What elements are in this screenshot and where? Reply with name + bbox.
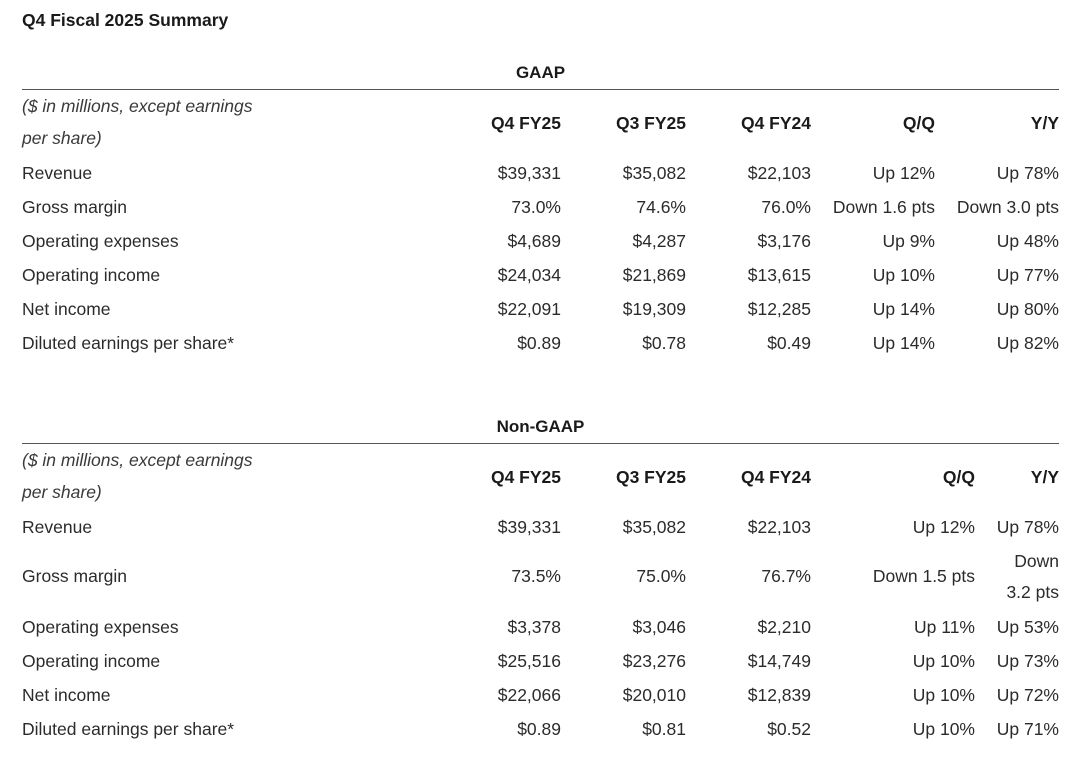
- col-header-qq: Q/Q: [942, 467, 975, 487]
- table-row: Operating income $25,516 $23,276 $14,749…: [22, 651, 1059, 671]
- table-row: Net income $22,091 $19,309 $12,285 Up 14…: [22, 299, 1059, 319]
- table-row: Revenue $39,331 $35,082 $22,103 Up 12% U…: [22, 163, 1059, 183]
- page-title: Q4 Fiscal 2025 Summary: [22, 10, 229, 30]
- table-row: Net income $22,066 $20,010 $12,839 Up 10…: [22, 685, 1059, 705]
- table-row: Diluted earnings per share* $0.89 $0.81 …: [22, 719, 1059, 739]
- non-gaap-section-label: Non-GAAP: [496, 417, 585, 436]
- col-header-q3fy25: Q3 FY25: [615, 467, 686, 487]
- units-note: ($ in millions, except earnings per shar…: [22, 96, 253, 148]
- col-header-yy: Y/Y: [1030, 467, 1059, 487]
- non-gaap-divider: [22, 443, 1059, 444]
- col-header-q4fy24: Q4 FY24: [740, 467, 811, 487]
- table-row: Gross margin 73.5% 75.0% 76.7% Down 1.5 …: [22, 551, 1059, 602]
- col-header-q4fy25: Q4 FY25: [490, 467, 561, 487]
- col-header-q4fy24: Q4 FY24: [740, 113, 811, 133]
- table-row: Operating expenses $3,378 $3,046 $2,210 …: [22, 617, 1059, 637]
- gaap-section-label: GAAP: [515, 63, 566, 82]
- table-row: Gross margin 73.0% 74.6% 76.0% Down 1.6 …: [22, 197, 1059, 217]
- col-header-q3fy25: Q3 FY25: [615, 113, 686, 133]
- col-header-q4fy25: Q4 FY25: [490, 113, 561, 133]
- units-note: ($ in millions, except earnings per shar…: [22, 450, 253, 502]
- table-row: Operating income $24,034 $21,869 $13,615…: [22, 265, 1059, 285]
- gaap-divider: [22, 89, 1059, 90]
- col-header-yy: Y/Y: [1030, 113, 1059, 133]
- table-row: Diluted earnings per share* $0.89 $0.78 …: [22, 333, 1059, 353]
- gaap-header-row: ($ in millions, except earnings per shar…: [22, 90, 1059, 154]
- table-row: Operating expenses $4,689 $4,287 $3,176 …: [22, 231, 1059, 251]
- col-header-qq: Q/Q: [902, 113, 935, 133]
- non-gaap-header-row: ($ in millions, except earnings per shar…: [22, 444, 1059, 508]
- table-row: Revenue $39,331 $35,082 $22,103 Up 12% U…: [22, 517, 1059, 537]
